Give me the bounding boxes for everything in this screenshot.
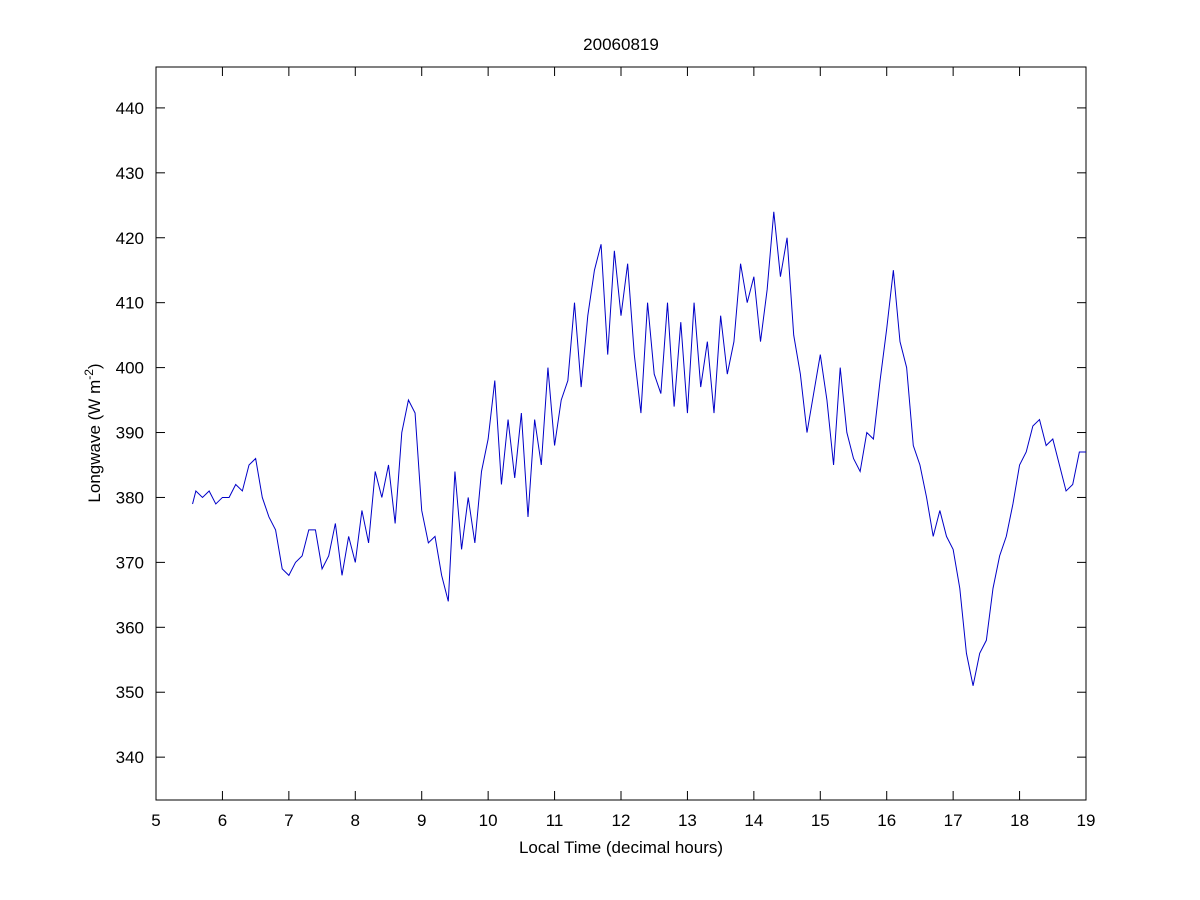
x-tick-label: 8 <box>351 811 360 830</box>
y-tick-label: 390 <box>116 424 144 443</box>
x-tick-label: 6 <box>218 811 227 830</box>
x-tick-label: 17 <box>944 811 963 830</box>
x-tick-label: 11 <box>546 811 564 830</box>
x-tick-label: 15 <box>811 811 830 830</box>
y-tick-label: 440 <box>116 99 144 118</box>
y-tick-label: 400 <box>116 359 144 378</box>
plot-area <box>155 66 1087 801</box>
x-tick-label: 18 <box>1010 811 1029 830</box>
x-tick-label: 12 <box>612 811 631 830</box>
y-label-superscript: -2 <box>82 369 96 380</box>
data-line <box>192 211 1086 686</box>
y-tick-label: 370 <box>116 553 144 572</box>
x-tick-label: 10 <box>479 811 498 830</box>
y-axis-label: Longwave (W m-2) <box>82 363 104 502</box>
x-tick-label: 5 <box>151 811 160 830</box>
y-tick-label: 350 <box>116 683 144 702</box>
x-tick-label: 19 <box>1077 811 1096 830</box>
y-tick-label: 380 <box>116 488 144 507</box>
y-label-suffix: ) <box>85 363 104 369</box>
y-tick-label: 420 <box>116 229 144 248</box>
y-tick-label: 360 <box>116 618 144 637</box>
y-tick-label: 410 <box>116 294 144 313</box>
x-axis-label: Local Time (decimal hours) <box>519 838 723 857</box>
x-tick-label: 7 <box>284 811 293 830</box>
x-tick-label: 14 <box>744 811 763 830</box>
x-tick-label: 13 <box>678 811 697 830</box>
x-tick-label: 16 <box>877 811 896 830</box>
y-tick-label: 340 <box>116 748 144 767</box>
x-tick-label: 9 <box>417 811 426 830</box>
y-tick-label: 430 <box>116 164 144 183</box>
y-label-text: Longwave (W m <box>85 380 104 503</box>
chart-title: 20060819 <box>583 35 659 54</box>
